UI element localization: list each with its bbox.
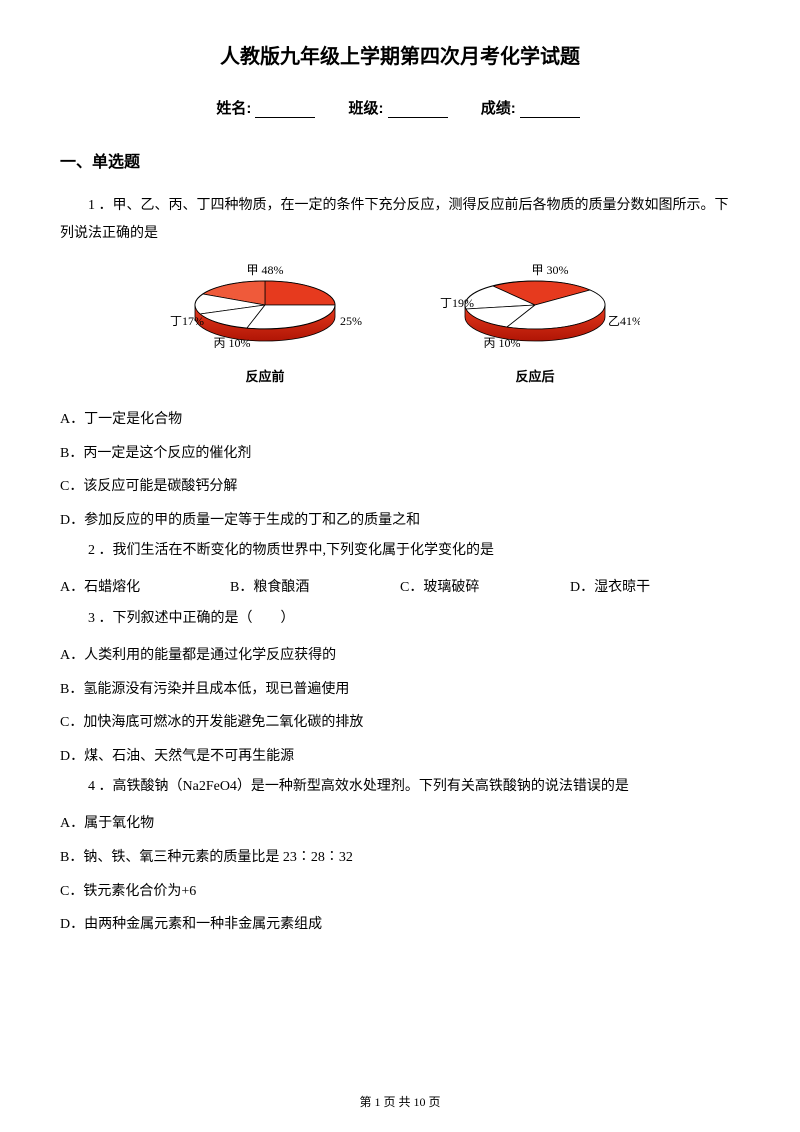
pie-after: 甲 30% 丁19% 丙 10% 乙41% 反应后 — [430, 262, 640, 385]
label-ding-after: 丁19% — [440, 296, 474, 310]
class-label: 班级: — [349, 100, 384, 117]
q1-opt-d: D．参加反应的甲的质量一定等于生成的丁和乙的质量之和 — [60, 504, 740, 538]
score-label: 成绩: — [481, 100, 516, 117]
q1-stem: 1 ．甲、乙、丙、丁四种物质，在一定的条件下充分反应，测得反应前后各物质的质量分… — [60, 192, 740, 248]
q1-charts: 甲 48% 丁17% 丙 10% 25% 反应前 甲 30% 丁19% 丙 10… — [60, 262, 740, 385]
page-title: 人教版九年级上学期第四次月考化学试题 — [60, 40, 740, 69]
name-blank[interactable] — [255, 117, 315, 118]
label-bing-before: 丙 10% — [214, 336, 251, 350]
q2-opt-b: B．粮食酿酒 — [230, 571, 400, 605]
q4-opt-a: A．属于氧化物 — [60, 807, 740, 841]
label-jia-after: 甲 30% — [532, 263, 569, 277]
label-ding-before: 丁17% — [170, 314, 204, 328]
q3-opt-a: A．人类利用的能量都是通过化学反应获得的 — [60, 639, 740, 673]
q2-stem: 2 ．我们生活在不断变化的物质世界中,下列变化属于化学变化的是 — [60, 537, 740, 565]
label-yi-before: 25% — [340, 314, 362, 328]
pie-before-caption: 反应前 — [160, 366, 370, 385]
q3-opt-b: B．氢能源没有污染并且成本低，现已普遍使用 — [60, 673, 740, 707]
name-label: 姓名: — [216, 100, 251, 117]
label-bing-after: 丙 10% — [484, 336, 521, 350]
pie-before-svg: 甲 48% 丁17% 丙 10% 25% — [160, 262, 370, 357]
label-jia-before: 甲 48% — [247, 263, 284, 277]
q1-opt-c: C．该反应可能是碳酸钙分解 — [60, 470, 740, 504]
q2-opt-c: C．玻璃破碎 — [400, 571, 570, 605]
q4-opt-c: C．铁元素化合价为+6 — [60, 875, 740, 909]
q4-opt-d: D．由两种金属元素和一种非金属元素组成 — [60, 908, 740, 942]
q2-opt-a: A．石蜡熔化 — [60, 571, 230, 605]
q2-options: A．石蜡熔化 B．粮食酿酒 C．玻璃破碎 D．湿衣晾干 — [60, 571, 740, 605]
q4-stem: 4 ．高铁酸钠（Na2FeO4）是一种新型高效水处理剂。下列有关高铁酸钠的说法错… — [60, 773, 740, 801]
section-1-title: 一、单选题 — [60, 148, 740, 172]
class-blank[interactable] — [388, 117, 448, 118]
q1-opt-b: B．丙一定是这个反应的催化剂 — [60, 437, 740, 471]
q4-opt-b: B．钠、铁、氧三种元素的质量比是 23∶28∶32 — [60, 841, 740, 875]
q2-opt-d: D．湿衣晾干 — [570, 571, 740, 605]
label-yi-after: 乙41% — [608, 314, 640, 328]
q1-opt-a: A．丁一定是化合物 — [60, 403, 740, 437]
pie-after-svg: 甲 30% 丁19% 丙 10% 乙41% — [430, 262, 640, 357]
pie-before: 甲 48% 丁17% 丙 10% 25% 反应前 — [160, 262, 370, 385]
student-info-row: 姓名: 班级: 成绩: — [60, 97, 740, 118]
q3-stem: 3 ．下列叙述中正确的是（ ） — [60, 605, 740, 633]
score-blank[interactable] — [520, 117, 580, 118]
pie-after-caption: 反应后 — [430, 366, 640, 385]
q3-opt-c: C．加快海底可燃冰的开发能避免二氧化碳的排放 — [60, 706, 740, 740]
page-footer: 第 1 页 共 10 页 — [0, 1093, 800, 1110]
q3-opt-d: D．煤、石油、天然气是不可再生能源 — [60, 740, 740, 774]
